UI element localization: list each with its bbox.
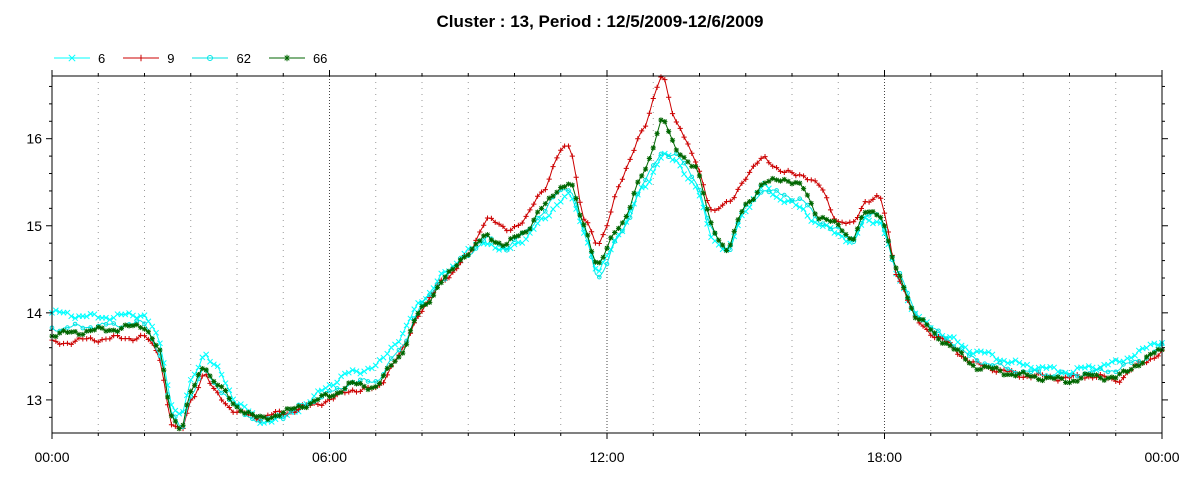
legend-label: 62: [236, 50, 251, 66]
data-point: [774, 188, 779, 193]
legend-label: 66: [312, 50, 328, 66]
data-point: [1128, 360, 1134, 365]
data-point: [219, 390, 224, 396]
legend-label: 6: [98, 50, 106, 66]
legend-entry-62: 62: [190, 50, 251, 66]
data-point: [620, 228, 625, 234]
data-point: [658, 151, 664, 157]
data-point: [627, 215, 633, 220]
data-point: [666, 154, 672, 159]
y-tick-label: 14: [26, 305, 42, 321]
data-point: [504, 248, 510, 253]
data-point: [1121, 362, 1126, 367]
data-point: [974, 358, 980, 363]
data-point: [543, 209, 548, 214]
data-point: [1067, 373, 1072, 378]
data-point: [936, 328, 941, 334]
data-point: [820, 221, 826, 226]
legend-label: 9: [167, 50, 175, 66]
data-point: [257, 418, 263, 424]
x-tick-label: 06:00: [312, 449, 347, 465]
x-tick-label: 00:00: [1144, 449, 1179, 465]
series-line-9: [51, 76, 1163, 430]
legend-entry-6: 6: [52, 51, 105, 66]
data-point: [334, 386, 340, 391]
data-point: [1036, 369, 1041, 374]
data-point: [782, 192, 787, 198]
data-point: [828, 226, 833, 232]
y-tick-label: 13: [26, 392, 42, 408]
y-tick-label: 16: [26, 131, 42, 147]
chart-title: Cluster : 13, Period : 12/5/2009-12/6/20…: [436, 12, 764, 31]
data-point: [1113, 369, 1118, 375]
legend-entry-9: 9: [121, 51, 174, 66]
data-point: [967, 353, 972, 358]
data-point: [250, 416, 255, 422]
data-point: [997, 360, 1003, 366]
data-point: [396, 347, 402, 353]
data-point: [65, 325, 70, 330]
data-point: [612, 239, 618, 244]
data-point: [111, 321, 116, 326]
data-point: [388, 356, 394, 361]
data-point: [103, 322, 109, 327]
x-tick-label: 00:00: [34, 449, 69, 465]
data-point: [157, 353, 163, 359]
data-point: [566, 188, 571, 193]
legend-entry-66: 66: [267, 51, 327, 66]
data-point: [1105, 369, 1111, 375]
data-point: [704, 215, 710, 221]
data-point: [142, 321, 147, 327]
data-point: [1059, 369, 1065, 375]
data-point: [1005, 366, 1011, 372]
data-point: [72, 321, 78, 327]
series-layer: [49, 74, 1165, 432]
data-point: [80, 325, 86, 331]
data-point: [365, 379, 371, 384]
data-point: [766, 189, 772, 195]
data-point: [327, 388, 332, 394]
data-point: [681, 160, 687, 166]
data-point: [635, 191, 641, 197]
data-point: [651, 163, 656, 168]
legend-swatch: [123, 54, 160, 62]
data-point: [1098, 366, 1103, 371]
data-point: [604, 261, 610, 267]
data-point: [535, 215, 540, 221]
data-point: [789, 198, 795, 203]
data-point: [1074, 373, 1080, 379]
data-point: [1028, 369, 1034, 375]
data-point: [728, 247, 733, 252]
data-point: [797, 196, 803, 201]
grid: [97, 76, 1117, 433]
x-tick-label: 12:00: [589, 449, 624, 465]
legend-swatch: [54, 54, 90, 62]
data-point: [597, 274, 602, 280]
y-tick-label: 15: [26, 218, 42, 234]
legend: 6 9 62 66: [52, 48, 343, 68]
data-point: [697, 187, 702, 193]
legend-swatch: [268, 54, 305, 62]
data-point: [373, 379, 379, 384]
x-tick-label: 18:00: [867, 449, 902, 465]
axes: 00:00 06:00 12:00 18:00 00:00 13 14 15 16: [26, 70, 1180, 465]
data-point: [280, 416, 286, 422]
data-point: [643, 177, 648, 183]
data-point: [689, 174, 695, 180]
data-point: [943, 336, 949, 341]
legend-swatch: [192, 55, 229, 61]
